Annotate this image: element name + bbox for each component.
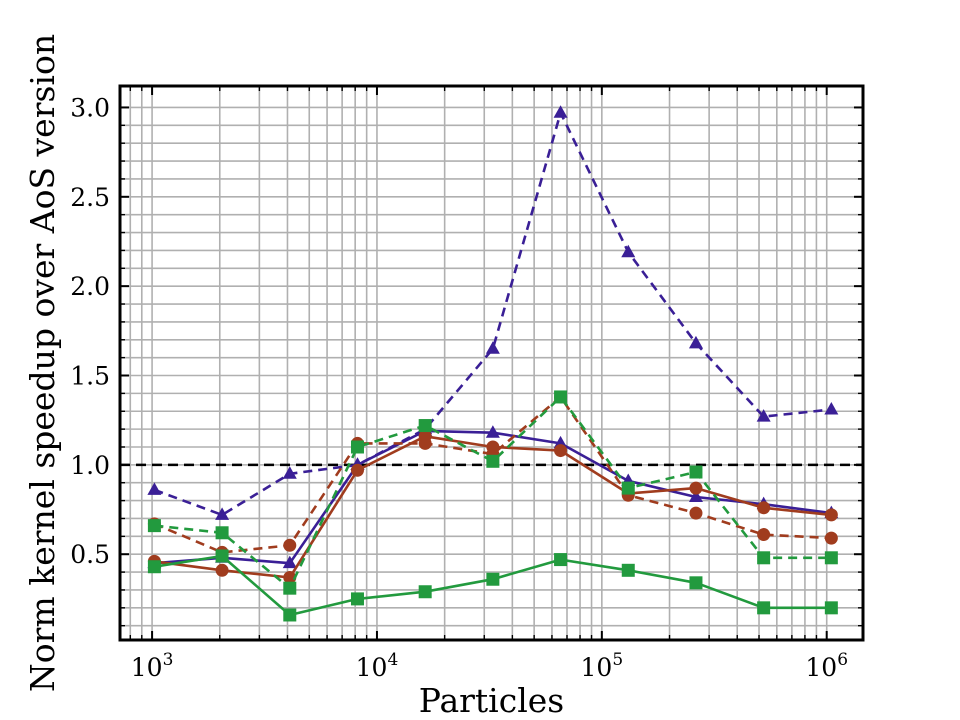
data-point-square	[621, 481, 635, 495]
tick-labels: 103 104 105 106 0.5 1.0 1.5 2.0 2.5 3.0	[70, 93, 848, 682]
data-point-circle	[283, 538, 297, 552]
data-point-square	[757, 601, 771, 615]
data-point-circle	[689, 506, 703, 520]
data-point-square	[486, 572, 500, 586]
data-point-triangle	[215, 507, 230, 520]
data-point-triangle	[147, 482, 162, 495]
ticks	[120, 86, 863, 640]
data-point-triangle	[282, 555, 297, 569]
data-point-circle	[689, 481, 703, 495]
data-point-triangle	[282, 466, 297, 479]
series-group	[147, 105, 839, 622]
x-tick-label: 103	[131, 650, 174, 682]
series-3	[147, 390, 838, 559]
data-point-triangle	[621, 244, 636, 258]
data-point-triangle	[688, 335, 703, 349]
data-point-square	[621, 563, 635, 577]
data-point-square	[147, 560, 161, 574]
data-point-square	[147, 519, 161, 533]
y-tick-label: 2.5	[70, 183, 110, 212]
data-point-circle	[554, 444, 568, 458]
y-tick-label: 3.0	[70, 93, 110, 122]
data-point-triangle	[688, 489, 703, 503]
data-point-square	[418, 585, 432, 599]
data-point-square	[689, 576, 703, 590]
y-tick-label: 0.5	[70, 540, 110, 569]
data-point-square	[824, 601, 838, 615]
data-point-triangle	[485, 341, 500, 354]
data-point-triangle	[824, 401, 839, 415]
x-axis-title: Particles	[419, 681, 565, 720]
data-point-square	[554, 553, 568, 567]
series-line	[153, 111, 832, 517]
y-axis-title: Norm kernel speedup over AoS version	[23, 34, 62, 692]
data-point-circle	[350, 463, 364, 477]
y-tick-label: 1.0	[70, 451, 110, 480]
data-point-circle	[757, 528, 771, 542]
y-tick-label: 1.5	[70, 362, 110, 391]
data-point-circle	[757, 501, 771, 515]
data-point-square	[486, 454, 500, 468]
data-point-circle	[215, 563, 229, 577]
data-point-square	[418, 419, 432, 433]
data-point-square	[757, 551, 771, 565]
data-point-square	[283, 581, 297, 595]
x-tick-label: 105	[581, 650, 624, 682]
series-5	[147, 390, 838, 595]
data-point-circle	[418, 429, 432, 443]
data-point-triangle	[485, 425, 500, 438]
series-line	[153, 395, 832, 554]
data-point-square	[824, 551, 838, 565]
data-point-square	[689, 465, 703, 479]
data-point-circle	[486, 440, 500, 454]
y-tick-label: 2.0	[70, 272, 110, 301]
data-point-triangle	[553, 105, 568, 118]
x-tick-label: 104	[356, 650, 399, 682]
data-point-circle	[283, 570, 297, 584]
data-point-circle	[824, 531, 838, 545]
data-point-square	[215, 549, 229, 563]
data-point-square	[350, 440, 364, 454]
data-point-square	[215, 526, 229, 540]
data-point-circle	[824, 508, 838, 522]
data-point-triangle	[756, 409, 771, 422]
series-6	[147, 549, 838, 622]
data-point-square	[554, 390, 568, 404]
x-tick-label: 106	[805, 650, 848, 682]
data-point-square	[283, 608, 297, 622]
plot-frame	[118, 84, 865, 642]
series-line	[154, 395, 832, 590]
grid	[120, 86, 863, 640]
data-point-square	[350, 592, 364, 606]
